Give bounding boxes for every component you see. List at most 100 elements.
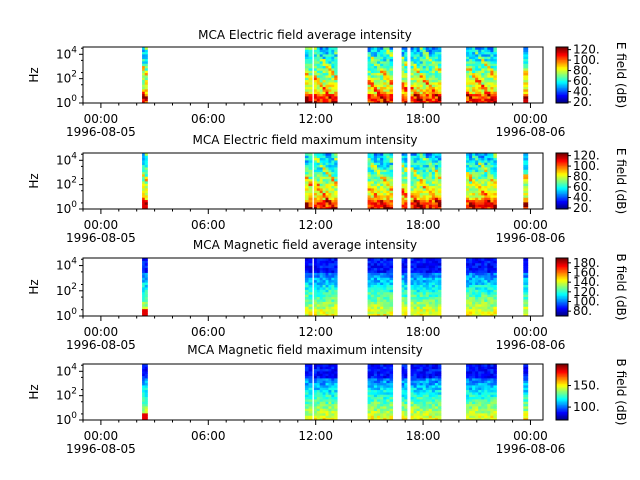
colorbar-swatch <box>556 56 568 59</box>
spectrogram-cell <box>313 385 318 388</box>
spectrogram-cell <box>419 56 424 60</box>
spectrogram-cell <box>383 303 387 307</box>
spectrogram-cell <box>380 382 384 386</box>
spectrogram-cell <box>434 301 439 305</box>
spectrogram-cell <box>380 287 384 290</box>
spectrogram-cell <box>389 79 394 83</box>
spectrogram-cell <box>308 65 313 69</box>
spectrogram-cell <box>331 279 335 283</box>
spectrogram-cell <box>475 164 479 168</box>
spectrogram-cell <box>428 63 433 67</box>
spectrogram-cell <box>490 183 494 187</box>
spectrogram-cell <box>410 368 414 372</box>
spectrogram-cell <box>334 174 338 177</box>
spectrogram-cell <box>319 49 324 53</box>
spectrogram-cell <box>523 63 529 67</box>
spectrogram-cell <box>487 91 491 95</box>
spectrogram-cell <box>523 84 529 88</box>
spectrogram-cell <box>322 162 326 166</box>
spectrogram-cell <box>328 311 332 314</box>
spectrogram-cell <box>419 274 424 278</box>
spectrogram-cell <box>325 396 329 400</box>
spectrogram-cell <box>308 258 313 261</box>
spectrogram-cell <box>319 155 324 159</box>
spectrogram-cell <box>325 72 329 76</box>
spectrogram-cell <box>490 371 494 374</box>
spectrogram-cell <box>322 267 326 271</box>
spectrogram-cell <box>413 157 418 161</box>
spectrogram-cell <box>308 171 313 175</box>
spectrogram-cell <box>431 47 436 50</box>
spectrogram-cell <box>434 308 439 312</box>
spectrogram-cell <box>478 303 482 307</box>
spectrogram-cell <box>431 258 436 261</box>
spectrogram-cell <box>493 162 497 166</box>
spectrogram-cell <box>434 313 439 317</box>
spectrogram-cell <box>367 77 372 81</box>
spectrogram-cell <box>472 313 476 317</box>
spectrogram-cell <box>331 375 335 379</box>
spectrogram-cell <box>431 408 436 412</box>
spectrogram-cell <box>322 387 326 391</box>
spectrogram-cell <box>493 380 497 384</box>
spectrogram-cell <box>428 192 433 196</box>
spectrogram-cell <box>422 58 427 62</box>
spectrogram-cell <box>325 382 329 386</box>
spectrogram-cell <box>523 387 529 391</box>
y-tick-base: 10 <box>56 202 71 216</box>
spectrogram-cell <box>304 82 309 85</box>
spectrogram-cell <box>304 100 309 104</box>
spectrogram-cell <box>478 65 482 69</box>
spectrogram-cell <box>319 56 324 60</box>
spectrogram-cell <box>328 392 332 395</box>
spectrogram-cell <box>428 403 433 407</box>
spectrogram-cell <box>437 284 442 288</box>
spectrogram-cell <box>328 389 332 393</box>
spectrogram-cell <box>322 176 326 180</box>
spectrogram-cell <box>370 153 375 156</box>
spectrogram-cell <box>319 296 324 300</box>
spectrogram-cell <box>425 162 430 166</box>
spectrogram-cell <box>472 49 476 53</box>
spectrogram-cell <box>383 190 387 194</box>
spectrogram-cell <box>434 265 439 269</box>
spectrogram-cell <box>422 86 427 90</box>
x-tick-label: 12:00 <box>298 325 333 339</box>
spectrogram-cell <box>469 197 473 201</box>
spectrogram-cell <box>413 188 418 191</box>
spectrogram-cell <box>431 366 436 370</box>
spectrogram-cell <box>142 47 146 50</box>
spectrogram-cell <box>469 385 473 388</box>
spectrogram-cell <box>367 167 372 170</box>
spectrogram-cell <box>383 368 387 372</box>
spectrogram-cell <box>142 368 146 372</box>
spectrogram-cell <box>523 202 529 205</box>
spectrogram-cell <box>144 413 148 416</box>
spectrogram-cell <box>313 54 318 57</box>
spectrogram-cell <box>469 311 473 314</box>
spectrogram-cell <box>376 91 381 95</box>
spectrogram-cell <box>413 265 418 269</box>
spectrogram-cell <box>490 258 494 261</box>
spectrogram-cell <box>325 190 329 194</box>
colorbar-swatch <box>556 161 568 164</box>
spectrogram-cell <box>373 178 378 182</box>
spectrogram-cell <box>370 294 375 298</box>
spectrogram-cell <box>383 287 387 290</box>
spectrogram-cell <box>373 303 378 307</box>
spectrogram-cell <box>431 299 436 302</box>
spectrogram-cell <box>475 287 479 290</box>
spectrogram-cell <box>434 79 439 83</box>
spectrogram-cell <box>308 70 313 74</box>
spectrogram-cell <box>144 84 148 88</box>
spectrogram-cell <box>144 279 148 283</box>
spectrogram-cell <box>428 68 433 71</box>
spectrogram-cell <box>466 313 470 317</box>
spectrogram-cell <box>380 91 384 95</box>
spectrogram-cell <box>142 364 146 367</box>
spectrogram-cell <box>334 389 338 393</box>
spectrogram-cell <box>322 282 326 285</box>
spectrogram-cell <box>487 279 491 283</box>
spectrogram-cell <box>383 79 387 83</box>
spectrogram-cell <box>313 291 318 295</box>
